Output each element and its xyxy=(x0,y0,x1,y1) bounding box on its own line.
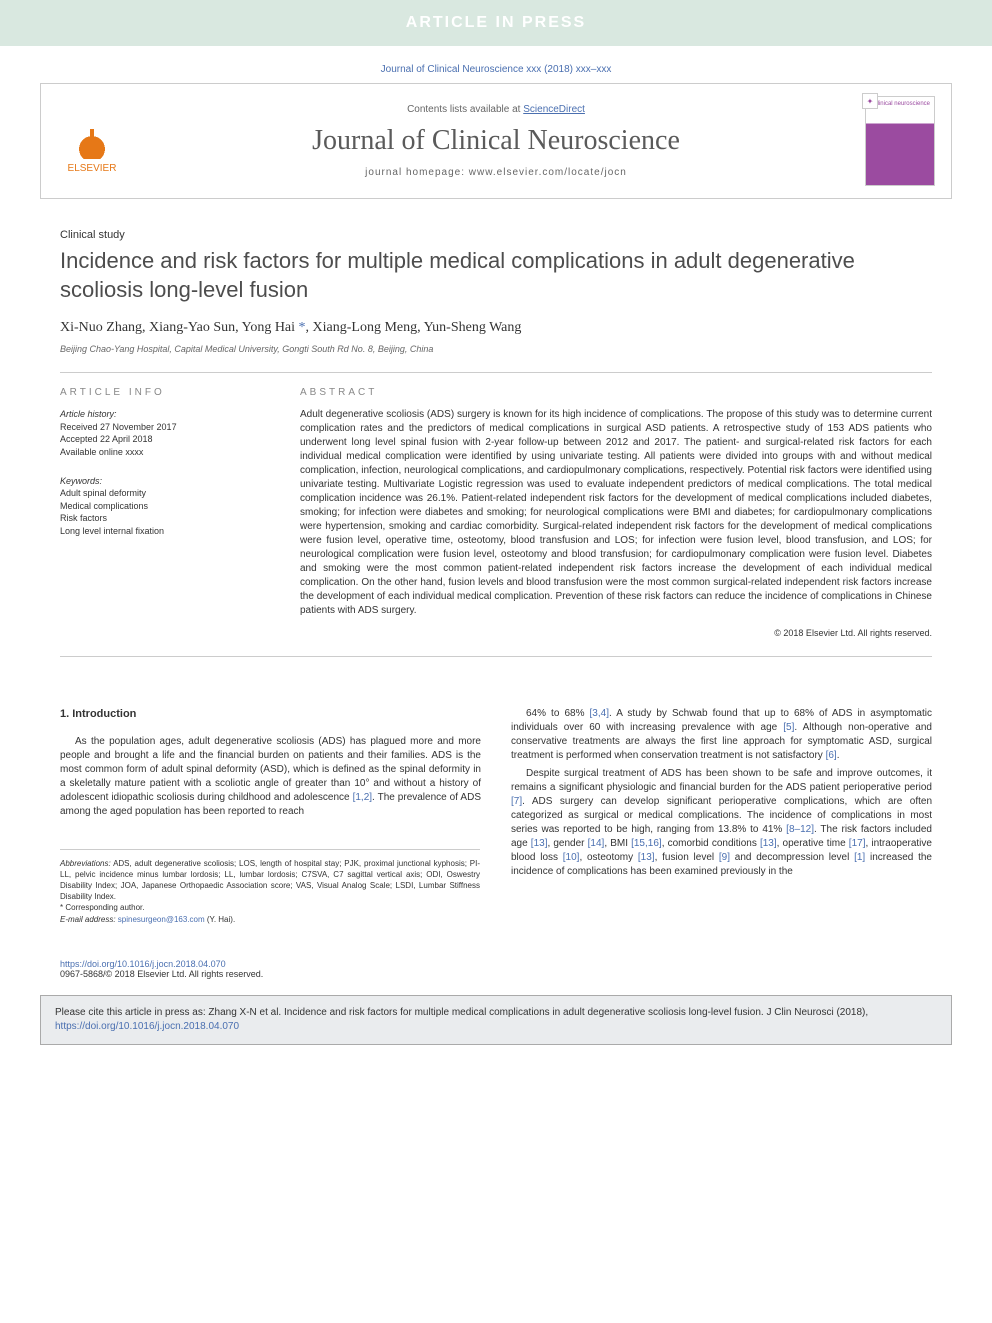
article-info-heading: ARTICLE INFO xyxy=(60,387,270,398)
article-history: Article history: Received 27 November 20… xyxy=(60,408,270,458)
journal-reference: Journal of Clinical Neuroscience xxx (20… xyxy=(0,46,992,83)
elsevier-logo[interactable]: ELSEVIER xyxy=(57,101,127,181)
article-in-press-banner: ARTICLE IN PRESS xyxy=(0,0,992,46)
elsevier-text: ELSEVIER xyxy=(68,163,117,174)
journal-name: Journal of Clinical Neuroscience xyxy=(127,125,865,157)
contents-available: Contents lists available at ScienceDirec… xyxy=(127,104,865,115)
corr-email-link[interactable]: spinesurgeon@163.com xyxy=(118,915,205,924)
introduction-heading: 1. Introduction xyxy=(60,707,481,722)
cover-badge-icon: ✦ xyxy=(862,93,878,109)
article-type: Clinical study xyxy=(60,229,932,241)
abstract-copyright: © 2018 Elsevier Ltd. All rights reserved… xyxy=(300,628,932,638)
affiliation: Beijing Chao-Yang Hospital, Capital Medi… xyxy=(60,344,932,354)
journal-homepage: journal homepage: www.elsevier.com/locat… xyxy=(127,167,865,178)
intro-para-1: As the population ages, adult degenerati… xyxy=(60,735,481,819)
article-title: Incidence and risk factors for multiple … xyxy=(60,247,932,304)
elsevier-tree-icon xyxy=(67,109,117,159)
keywords-block: Keywords: Adult spinal deformity Medical… xyxy=(60,475,270,538)
abstract-text: Adult degenerative scoliosis (ADS) surge… xyxy=(300,408,932,618)
intro-para-2: 64% to 68% [3,4]. A study by Schwab foun… xyxy=(511,707,932,763)
doi-block: https://doi.org/10.1016/j.jocn.2018.04.0… xyxy=(60,959,932,979)
homepage-url[interactable]: www.elsevier.com/locate/jocn xyxy=(469,167,627,178)
intro-para-3: Despite surgical treatment of ADS has be… xyxy=(511,767,932,879)
citation-doi-link[interactable]: https://doi.org/10.1016/j.jocn.2018.04.0… xyxy=(55,1021,239,1032)
sciencedirect-link[interactable]: ScienceDirect xyxy=(523,104,585,115)
authors-list: Xi-Nuo Zhang, Xiang-Yao Sun, Yong Hai *,… xyxy=(60,320,932,336)
citation-box: Please cite this article in press as: Zh… xyxy=(40,995,952,1045)
doi-link[interactable]: https://doi.org/10.1016/j.jocn.2018.04.0… xyxy=(60,959,226,969)
divider xyxy=(60,372,932,373)
abstract-heading: ABSTRACT xyxy=(300,387,932,398)
divider xyxy=(60,656,932,657)
journal-cover-thumbnail[interactable]: ✦ xyxy=(865,96,935,186)
footnotes: Abbreviations: ADS, adult degenerative s… xyxy=(60,849,480,925)
journal-header: ELSEVIER Contents lists available at Sci… xyxy=(40,83,952,199)
